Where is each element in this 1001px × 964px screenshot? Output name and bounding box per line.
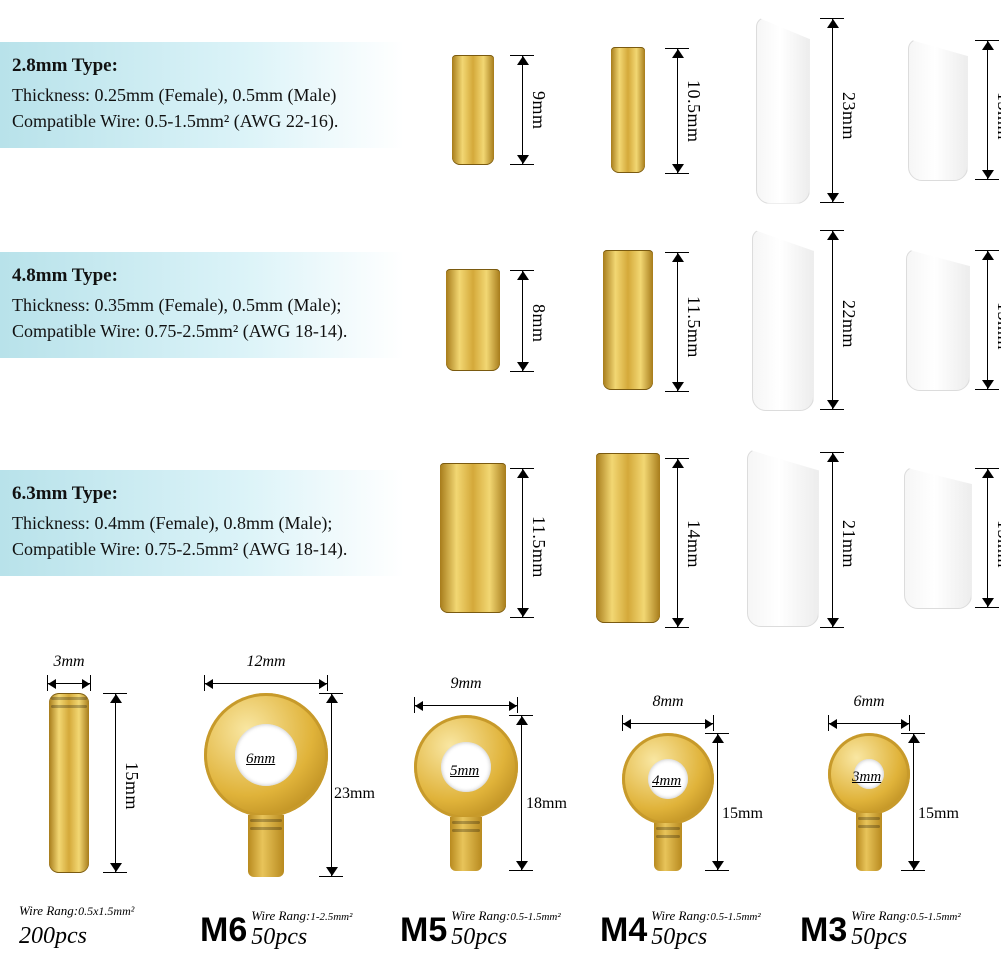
dim-female: 11.5mm — [528, 512, 549, 582]
ring-wire-range: 1-2.5mm² — [310, 911, 352, 923]
dim-female: 9mm — [528, 87, 549, 134]
type-info-box: 6.3mm Type: Thickness: 0.4mm (Female), 0… — [0, 470, 404, 576]
female-terminal-2-8: 9mm — [400, 10, 545, 210]
type-thickness: Thickness: 0.25mm (Female), 0.5mm (Male) — [12, 82, 392, 108]
wire-range-label: Wire Rang: — [651, 908, 710, 923]
male-terminal-2-8: 10.5mm — [555, 10, 700, 210]
dim-sleeve-f: 21mm — [838, 516, 859, 572]
wire-range-label: Wire Rang: — [851, 908, 910, 923]
female-terminal-4-8: 8mm — [400, 220, 545, 420]
type-wire: Compatible Wire: 0.5-1.5mm² (AWG 22-16). — [12, 108, 392, 134]
ring-height: 15mm — [722, 805, 763, 823]
type-title: 4.8mm Type: — [12, 262, 392, 290]
splice-column: 3mm 15mm Wire Rang:0.5x1.5mm² 200pcs — [25, 675, 175, 955]
ring-outer-width: 6mm — [828, 693, 910, 711]
dim-sleeve-m: 15mm — [993, 298, 1001, 354]
male-terminal-6-3: 14mm — [555, 438, 700, 638]
dim-male: 10.5mm — [683, 76, 704, 147]
wire-range-label: Wire Rang: — [251, 908, 310, 923]
ring-inner: 5mm — [450, 763, 479, 780]
type-title: 6.3mm Type: — [12, 480, 392, 508]
ring-height: 18mm — [526, 795, 567, 813]
ring-size-name: M3 — [800, 911, 847, 950]
sleeve-female-6-3: 21mm — [710, 438, 855, 638]
splice-pcs: 200pcs — [19, 923, 87, 950]
type-row-2-8mm: 2.8mm Type: Thickness: 0.25mm (Female), … — [0, 10, 1001, 220]
type-title: 2.8mm Type: — [12, 52, 392, 80]
ring-size-name: M4 — [600, 911, 647, 950]
dim-female: 8mm — [528, 300, 549, 347]
ring-inner: 3mm — [852, 769, 881, 786]
splice-top-width: 3mm — [47, 653, 91, 671]
type-row-6-3mm: 6.3mm Type: Thickness: 0.4mm (Female), 0… — [0, 438, 1001, 648]
splice-height: 15mm — [121, 758, 142, 814]
ring-pcs: 50pcs — [451, 924, 560, 950]
ring-m3-column: 6mm .bcol-4 .ring::after{left:26px;top:2… — [800, 675, 995, 955]
dim-male: 11.5mm — [683, 292, 704, 362]
dim-sleeve-m: 15mm — [993, 88, 1001, 144]
type-wire: Compatible Wire: 0.75-2.5mm² (AWG 18-14)… — [12, 318, 392, 344]
ring-wire-range: 0.5-1.5mm² — [510, 911, 560, 923]
dim-sleeve-f: 23mm — [838, 88, 859, 144]
ring-size-name: M6 — [200, 911, 247, 950]
ring-m4-column: 8mm .bcol-3 .ring::after{left:26px;top:2… — [600, 675, 795, 955]
ring-outer-width: 9mm — [414, 675, 518, 693]
ring-wire-range: 0.5-1.5mm² — [910, 911, 960, 923]
dim-sleeve-f: 22mm — [838, 296, 859, 352]
ring-outer-width: 12mm — [204, 653, 328, 671]
bottom-section: 3mm 15mm Wire Rang:0.5x1.5mm² 200pcs 12m… — [0, 675, 1001, 955]
type-wire: Compatible Wire: 0.75-2.5mm² (AWG 18-14)… — [12, 536, 392, 562]
type-thickness: Thickness: 0.4mm (Female), 0.8mm (Male); — [12, 510, 392, 536]
wire-range-label: Wire Rang: — [451, 908, 510, 923]
sleeve-female-2-8: 23mm — [710, 10, 855, 210]
ring-inner: 4mm — [652, 773, 681, 790]
ring-wire-range: 0.5-1.5mm² — [710, 911, 760, 923]
ring-pcs: 50pcs — [251, 924, 352, 950]
male-terminal-4-8: 11.5mm — [555, 220, 700, 420]
sleeve-male-2-8: 15mm — [865, 10, 1001, 210]
ring-inner: 6mm — [246, 751, 275, 768]
ring-pcs: 50pcs — [651, 924, 760, 950]
female-terminal-6-3: 11.5mm — [400, 438, 545, 638]
type-info-box: 2.8mm Type: Thickness: 0.25mm (Female), … — [0, 42, 404, 148]
wire-range-label: Wire Rang: — [19, 903, 78, 918]
ring-height: 23mm — [334, 785, 375, 803]
type-row-4-8mm: 4.8mm Type: Thickness: 0.35mm (Female), … — [0, 220, 1001, 430]
ring-height: 15mm — [918, 805, 959, 823]
sleeve-male-4-8: 15mm — [865, 220, 1001, 420]
ring-m6-column: 12mm .bcol-1 .ring::after{left:31px;top:… — [200, 675, 395, 955]
sleeve-male-6-3: 15mm — [865, 438, 1001, 638]
type-thickness: Thickness: 0.35mm (Female), 0.5mm (Male)… — [12, 292, 392, 318]
ring-m5-column: 9mm .bcol-2 .ring::after{left:27px;top:2… — [400, 675, 595, 955]
type-info-box: 4.8mm Type: Thickness: 0.35mm (Female), … — [0, 252, 404, 358]
splice-wire-range: 0.5x1.5mm² — [78, 904, 134, 918]
ring-outer-width: 8mm — [622, 693, 714, 711]
ring-pcs: 50pcs — [851, 924, 960, 950]
dim-male: 14mm — [683, 516, 704, 572]
dim-sleeve-m: 15mm — [993, 516, 1001, 572]
sleeve-female-4-8: 22mm — [710, 220, 855, 420]
ring-size-name: M5 — [400, 911, 447, 950]
